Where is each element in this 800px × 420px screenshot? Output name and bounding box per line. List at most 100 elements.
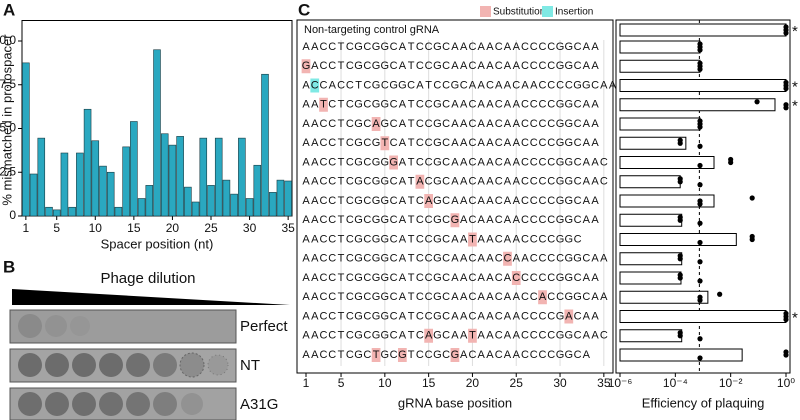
sequence: AACCTCGCGGCATCCGCAATAACAACCCCGGC <box>302 233 581 245</box>
bar <box>130 121 138 217</box>
plaque-spot <box>99 353 123 377</box>
replicate-dot <box>677 256 683 262</box>
x-tick-label: 15 <box>422 376 436 390</box>
plaque-spot <box>72 392 96 416</box>
bar <box>276 179 285 217</box>
replicate-dot <box>783 352 789 358</box>
replicate-dot <box>749 195 755 201</box>
x-tick-label: 10⁻⁴ <box>663 376 688 390</box>
x-tick-label: 35 <box>597 376 611 390</box>
significance-marker: * <box>792 98 798 115</box>
x-tick-label: 10⁻² <box>719 376 743 390</box>
legend-label: Insertion <box>555 7 593 18</box>
x-tick-label: 20 <box>166 221 180 235</box>
bar <box>245 198 254 217</box>
sequence: GACCTCGCGGCATCCGCAACAACAACCCCGGCAA <box>302 60 600 72</box>
x-tick-label: 5 <box>338 376 345 390</box>
plaque-spot <box>18 314 42 338</box>
x-tick-label: 35 <box>281 221 295 235</box>
substitution-highlight <box>371 117 381 131</box>
x-tick-label: 15 <box>127 221 141 235</box>
replicate-dot <box>754 99 760 105</box>
bar <box>230 193 238 217</box>
bar <box>45 206 53 217</box>
bar <box>619 136 687 150</box>
y-tick-label: 10.0 <box>0 33 16 47</box>
plaque-spot <box>179 352 205 378</box>
sequence: AACCTCGCGGCATCCGCAACAACAACCCCGGCAA <box>302 41 599 53</box>
bar <box>619 310 787 323</box>
bar <box>83 108 92 217</box>
plaque-spot <box>126 392 150 416</box>
bar <box>214 137 223 217</box>
replicate-dot <box>697 182 703 188</box>
bar <box>29 173 38 217</box>
plaque-spot <box>45 353 69 377</box>
y-tick-label: 2.5 <box>0 164 16 178</box>
bar <box>268 192 277 217</box>
bar <box>22 62 30 217</box>
plaque-spot <box>153 392 177 416</box>
substitution-highlight <box>503 251 512 266</box>
replicate-dot <box>677 140 683 146</box>
substitution-highlight <box>538 290 547 305</box>
bar <box>261 73 269 217</box>
bar <box>184 186 192 217</box>
bar <box>160 133 169 217</box>
legend-label: Substitution <box>493 7 545 18</box>
x-tick-label: 25 <box>510 376 524 390</box>
substitution-highlight <box>564 309 574 324</box>
x-axis-label: Spacer position (nt) <box>101 236 214 251</box>
bar <box>619 329 683 343</box>
bar <box>76 152 84 217</box>
bar <box>52 209 61 217</box>
replicate-dot <box>697 201 703 207</box>
substitution-highlight <box>424 194 434 208</box>
bar <box>619 233 737 246</box>
bar <box>137 198 146 217</box>
replicate-dot <box>717 291 723 297</box>
alignment-header: Non-targeting control gRNA <box>304 24 440 36</box>
bar <box>91 140 100 217</box>
bar <box>619 59 701 73</box>
substitution-highlight <box>450 213 460 228</box>
plaque-spot <box>207 354 229 376</box>
bar <box>619 40 701 54</box>
bar <box>106 171 115 217</box>
strip-label: A31G <box>240 396 278 413</box>
insertion-highlight <box>310 78 320 93</box>
panel-label: B <box>3 257 15 276</box>
substitution-highlight <box>380 136 390 151</box>
sequence: AACCTCGCGGCATCCGCAACAACACCCCCGGCAA <box>302 272 599 284</box>
plaque-spot <box>18 392 42 416</box>
replicate-dot <box>677 275 683 281</box>
replicate-dot <box>783 30 789 36</box>
bar <box>68 206 76 217</box>
sequence: AACCTCGCGGCATCCGCGACAACAACCCCGGCAA <box>302 214 599 226</box>
bar <box>619 79 787 92</box>
x-tick-label: 1 <box>303 376 310 390</box>
x-tick-label: 30 <box>553 376 567 390</box>
bar <box>114 206 123 217</box>
panel-label: C <box>298 0 310 19</box>
bar <box>199 137 208 217</box>
sequence: AACCTCGCGGGATCCGCAACAACAACCCCGGCAAC <box>302 156 608 168</box>
y-tick-label: 5.0 <box>0 121 16 135</box>
strip-label: Perfect <box>240 318 288 335</box>
replicate-dot <box>697 297 703 303</box>
y-tick-label: 7.5 <box>0 77 16 91</box>
significance-marker: * <box>792 309 798 326</box>
sequence: ACCACCTCGCGGCATCCGCAACAACAACCCCGGCAA <box>302 79 617 91</box>
replicate-dot <box>783 85 789 92</box>
plaque-spot <box>45 392 69 416</box>
bar <box>99 165 107 217</box>
x-tick-label: 10⁻⁶ <box>608 376 633 390</box>
bar <box>619 175 681 189</box>
legend-swatch <box>480 6 491 17</box>
replicate-dot <box>697 220 703 226</box>
bar <box>153 49 161 217</box>
sequence: AACCTCGCTGCGTCCGCGACAACAACCCCGGCA <box>302 349 590 361</box>
substitution-highlight <box>389 155 398 170</box>
substitution-highlight <box>319 97 328 112</box>
replicate-dot <box>697 143 703 149</box>
